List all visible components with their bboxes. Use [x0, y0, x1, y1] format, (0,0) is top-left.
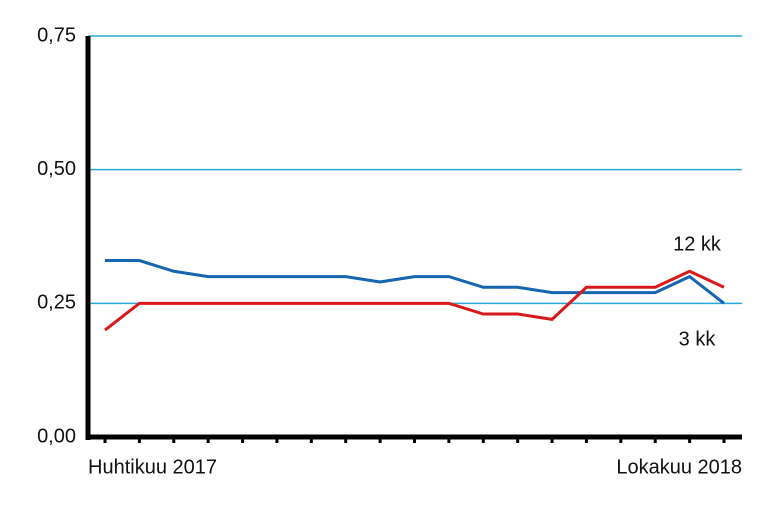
y-tick-label: 0,75: [37, 24, 76, 46]
y-tick-label: 0,25: [37, 292, 76, 314]
series-label: 3 kk: [679, 329, 717, 351]
x-tick-label: Lokakuu 2018: [616, 456, 742, 478]
x-tick-label: Huhtikuu 2017: [88, 456, 217, 478]
y-tick-label: 0,00: [37, 425, 76, 447]
series-label: 12 kk: [673, 234, 722, 256]
y-tick-label: 0,50: [37, 158, 76, 180]
series-line: [104, 269, 725, 332]
series-line: [105, 259, 725, 305]
